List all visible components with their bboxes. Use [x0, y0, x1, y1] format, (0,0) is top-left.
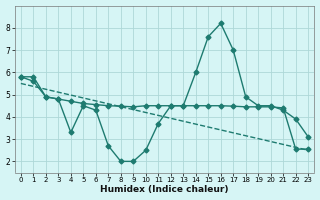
X-axis label: Humidex (Indice chaleur): Humidex (Indice chaleur) [100, 185, 229, 194]
